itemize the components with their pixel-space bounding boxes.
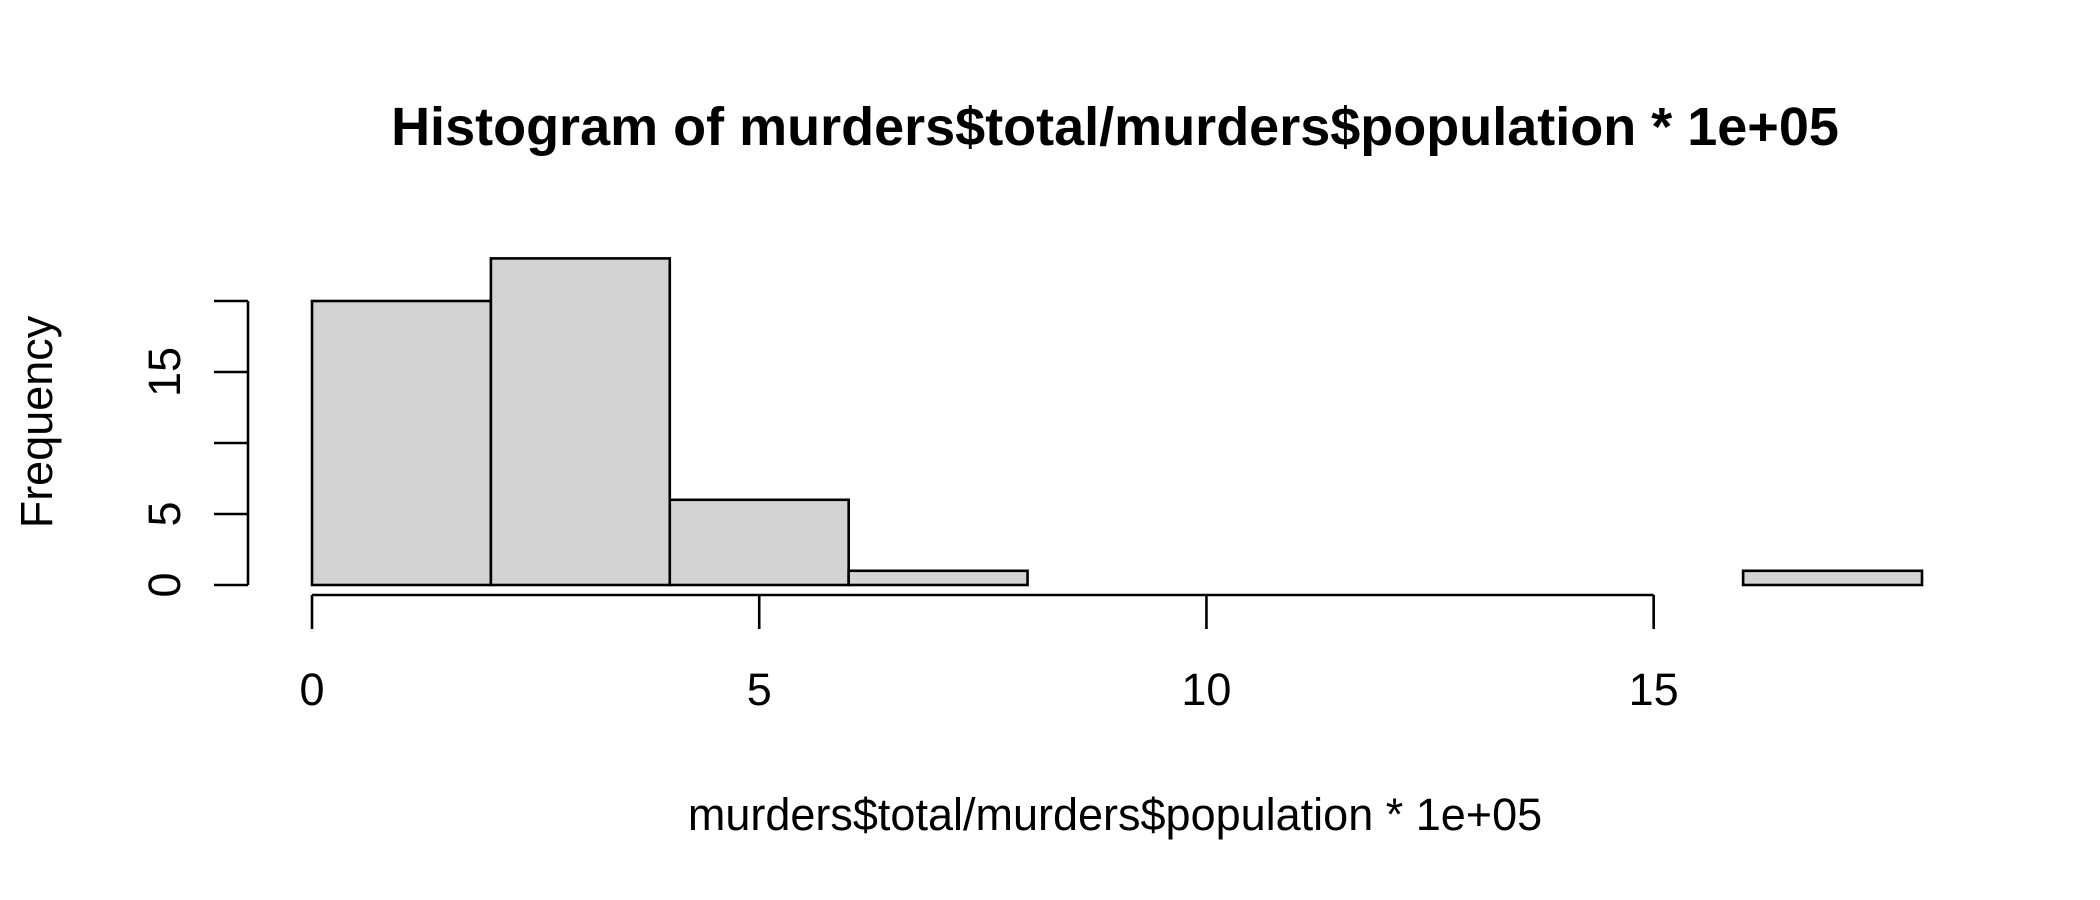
- chart-title: Histogram of murders$total/murders$popul…: [391, 97, 1839, 157]
- x-tick-label: 15: [1629, 664, 1679, 715]
- y-axis: 0 5 15: [139, 299, 250, 598]
- histogram-bar: [847, 569, 1029, 587]
- histogram-bar: [310, 299, 493, 587]
- y-axis-label: Frequency: [11, 315, 62, 528]
- histogram-bar: [668, 498, 850, 587]
- histogram-bar: [489, 257, 672, 587]
- y-tick-label: 15: [139, 347, 190, 397]
- x-tick-label: 10: [1181, 664, 1231, 715]
- x-tick-label: 0: [299, 664, 324, 715]
- y-tick-label: 5: [139, 501, 190, 526]
- y-tick-label: 0: [139, 572, 190, 597]
- histogram-bar: [1741, 569, 1924, 587]
- x-axis-label: murders$total/murders$population * 1e+05: [688, 789, 1542, 840]
- x-tick-label: 5: [747, 664, 772, 715]
- x-axis: 0 5 10 15: [299, 593, 1679, 715]
- histogram-bars: [310, 257, 1924, 587]
